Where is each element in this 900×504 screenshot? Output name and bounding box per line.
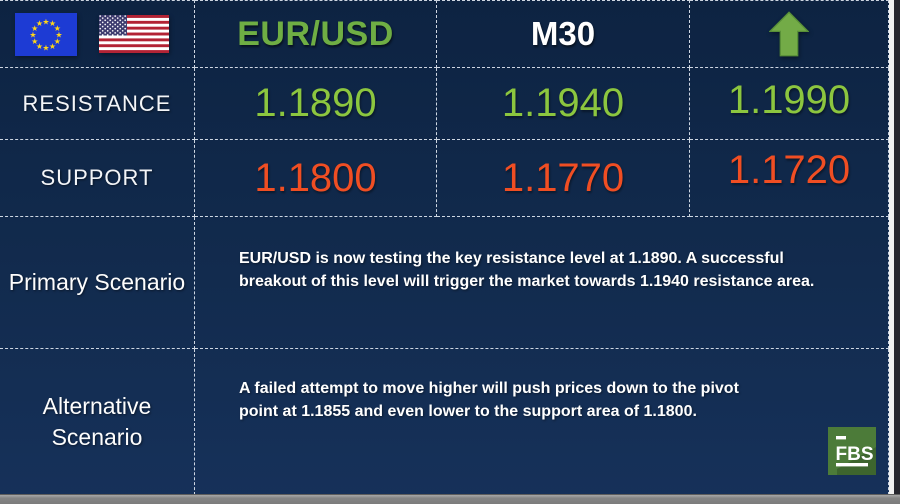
- currency-flags-cell: ★ ★ ★ ★ ★ ★ ★ ★ ★ ★ ★ ★: [0, 0, 195, 68]
- svg-text:★: ★: [49, 41, 56, 50]
- eu-flag-icon: ★ ★ ★★ ★★ ★★ ★★ ★★: [15, 12, 77, 56]
- timeframe-label: M30: [530, 15, 596, 52]
- trend-cell: [690, 0, 889, 68]
- svg-text:★: ★: [36, 19, 43, 28]
- support-value-cell-2: 1.1770: [437, 140, 690, 217]
- svg-text:★: ★: [29, 30, 36, 39]
- primary-scenario-text-cell: EUR/USD is now testing the key resistanc…: [195, 217, 889, 349]
- scrollbar-track[interactable]: [889, 0, 894, 495]
- svg-text:★: ★: [55, 30, 62, 39]
- alternative-scenario-label: Alternative Scenario: [42, 392, 152, 450]
- svg-text:★: ★: [31, 37, 38, 46]
- alternative-scenario-text-cell: A failed attempt to move higher will pus…: [195, 349, 889, 495]
- support-value-3: 1.1720: [727, 147, 851, 192]
- analysis-table: ★ ★ ★ ★ ★ ★ ★ ★ ★ ★ ★ ★: [0, 0, 889, 495]
- resistance-value-3: 1.1990: [727, 78, 851, 122]
- window-right-edge: [894, 0, 900, 495]
- primary-scenario-label: Primary Scenario: [8, 268, 186, 295]
- fbs-logo-text: FBS: [836, 444, 874, 465]
- resistance-value-1: 1.1890: [254, 81, 377, 125]
- resistance-value-cell-2: 1.1940: [437, 68, 690, 140]
- svg-text:★: ★: [42, 17, 49, 26]
- support-label-cell: SUPPORT: [0, 140, 195, 217]
- alternative-scenario-label-cell: Alternative Scenario: [0, 349, 195, 495]
- resistance-value-2: 1.1940: [501, 81, 625, 125]
- resistance-label-cell: RESISTANCE: [0, 68, 195, 140]
- svg-text:★: ★: [54, 37, 61, 46]
- pair-label: EUR/USD: [237, 14, 394, 53]
- us-flag-icon: [99, 15, 169, 53]
- resistance-value-cell-1: 1.1890: [195, 68, 437, 140]
- svg-text:★: ★: [36, 41, 43, 50]
- svg-text:★: ★: [31, 24, 38, 33]
- fbs-logo: FBS: [828, 427, 876, 475]
- window-bottom-bar: [0, 494, 900, 504]
- pair-cell: EUR/USD: [195, 0, 437, 68]
- timeframe-cell: M30: [437, 0, 690, 68]
- up-arrow-icon: [769, 11, 809, 57]
- support-value-1: 1.1800: [254, 155, 377, 200]
- support-value-cell-3: 1.1720: [690, 140, 889, 217]
- primary-scenario-text: EUR/USD is now testing the key resistanc…: [239, 249, 815, 290]
- primary-scenario-label-cell: Primary Scenario: [0, 217, 195, 349]
- resistance-label: RESISTANCE: [22, 90, 172, 116]
- svg-text:★: ★: [42, 43, 49, 52]
- resistance-value-cell-3: 1.1990: [690, 68, 889, 140]
- svg-text:★: ★: [54, 24, 61, 33]
- support-value-2: 1.1770: [501, 155, 625, 200]
- svg-text:★: ★: [49, 19, 56, 28]
- support-value-cell-1: 1.1800: [195, 140, 437, 217]
- support-label: SUPPORT: [40, 165, 154, 190]
- alternative-scenario-text: A failed attempt to move higher will pus…: [239, 380, 739, 420]
